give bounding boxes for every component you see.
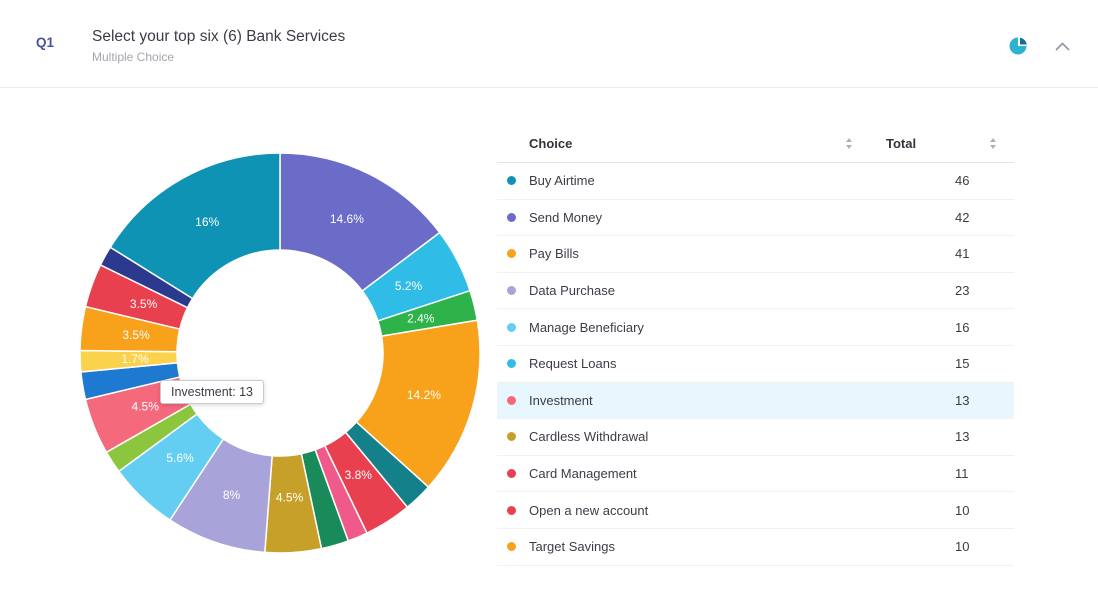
segment-label: 3.5% (130, 297, 158, 311)
choice-color-dot (507, 542, 516, 552)
choice-color-dot (507, 505, 516, 515)
segment-label: 5.2% (395, 279, 423, 293)
column-header-total: Total (886, 136, 917, 151)
choice-total: 10 (955, 502, 970, 518)
question-type: Multiple Choice (92, 50, 175, 64)
donut-chart[interactable]: 14.6% 5.2% 2.4% 14.2% 3.8% 4.5% 8% 5.6% 4.5% 1.7%… (75, 148, 485, 558)
choice-total: 42 (955, 209, 970, 225)
choice-total: 41 (955, 246, 970, 262)
choice-label: Buy Airtime (529, 173, 595, 189)
chart-tooltip: Investment: 13 (160, 380, 264, 404)
choice-total: 15 (955, 356, 970, 372)
question-header: Q1 Select your top six (6) Bank Services… (0, 0, 1098, 88)
choice-label: Card Management (529, 466, 637, 482)
choice-label: Manage Beneficiary (529, 319, 644, 335)
table-row[interactable]: Pay Bills 41 (497, 236, 1014, 273)
choice-color-dot (507, 176, 516, 186)
table-row[interactable]: Buy Airtime 46 (497, 163, 1014, 200)
segment-label: 5.6% (166, 451, 194, 465)
table-header: Choice Total (497, 125, 1014, 163)
choice-color-dot (507, 286, 516, 296)
choice-color-dot (507, 395, 516, 405)
choice-total: 11 (955, 466, 969, 482)
segment-label: 4.5% (276, 491, 304, 505)
segment-label: 14.2% (407, 388, 441, 402)
choice-label: Investment (529, 392, 593, 408)
choice-color-dot (507, 432, 516, 442)
column-choice: Choice (497, 136, 882, 151)
question-title: Select your top six (6) Bank Services (92, 28, 346, 45)
segment-label: 2.4% (407, 311, 435, 325)
segment-label: 3.8% (345, 468, 373, 482)
sort-choice-icon[interactable] (846, 138, 852, 149)
column-total: Total (882, 136, 1014, 151)
choice-total: 23 (955, 283, 970, 299)
segment-label: 3.5% (122, 328, 150, 342)
choices-table: Choice Total Buy Airtime 46 Send Money 42 Pa… (497, 125, 1014, 566)
table-row[interactable]: Data Purchase 23 (497, 273, 1014, 310)
choice-label: Open a new account (529, 502, 649, 518)
table-row[interactable]: Manage Beneficiary 16 (497, 309, 1014, 346)
choices-table-body: Buy Airtime 46 Send Money 42 Pay Bills 41 Data… (497, 163, 1014, 566)
table-row[interactable]: Cardless Withdrawal 13 (497, 419, 1014, 456)
choice-total: 10 (955, 539, 970, 555)
chevron-up-icon[interactable] (1055, 42, 1070, 51)
header-actions (1009, 36, 1070, 56)
segment-label: 8% (223, 488, 241, 502)
chart-area: 14.6% 5.2% 2.4% 14.2% 3.8% 4.5% 8% 5.6% 4.5% 1.7%… (0, 89, 497, 602)
choice-label: Cardless Withdrawal (529, 429, 649, 445)
choice-color-dot (507, 249, 516, 259)
segment-label: 1.7% (121, 352, 149, 366)
choice-label: Request Loans (529, 356, 617, 372)
choice-color-dot (507, 212, 516, 222)
column-header-choice: Choice (529, 136, 573, 151)
segment-label: 16% (195, 215, 219, 229)
choice-total: 46 (955, 173, 970, 189)
table-row[interactable]: Request Loans 15 (497, 346, 1014, 383)
choice-color-dot (507, 322, 516, 332)
segment-label: 4.5% (132, 399, 160, 413)
choice-color-dot (507, 469, 516, 479)
pie-chart-icon[interactable] (1009, 36, 1029, 56)
table-row[interactable]: Send Money 42 (497, 200, 1014, 237)
choice-label: Pay Bills (529, 246, 579, 262)
segment-label: 14.6% (330, 212, 364, 226)
table-row[interactable]: Target Savings 10 (497, 529, 1014, 566)
donut-segment[interactable] (355, 319, 481, 489)
choice-total: 13 (955, 392, 970, 408)
donut-segment[interactable] (109, 152, 281, 300)
choice-total: 16 (955, 319, 970, 335)
sort-total-icon[interactable] (990, 138, 996, 149)
choice-label: Data Purchase (529, 283, 615, 299)
question-number: Q1 (36, 35, 55, 50)
choice-color-dot (507, 359, 516, 369)
table-row[interactable]: Card Management 11 (497, 456, 1014, 493)
table-row[interactable]: Open a new account 10 (497, 492, 1014, 529)
choice-label: Send Money (529, 209, 602, 225)
choice-total: 13 (955, 429, 970, 445)
choice-label: Target Savings (529, 539, 615, 555)
table-row[interactable]: Investment 13 (497, 382, 1014, 420)
